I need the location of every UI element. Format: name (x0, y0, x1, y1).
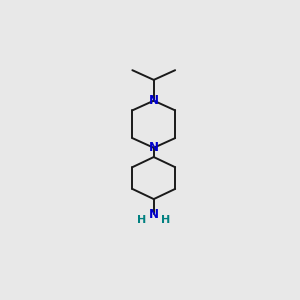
Text: N: N (149, 208, 159, 221)
Text: N: N (149, 94, 159, 107)
Text: N: N (149, 141, 159, 154)
Text: H: H (161, 214, 170, 225)
Text: H: H (137, 214, 146, 225)
